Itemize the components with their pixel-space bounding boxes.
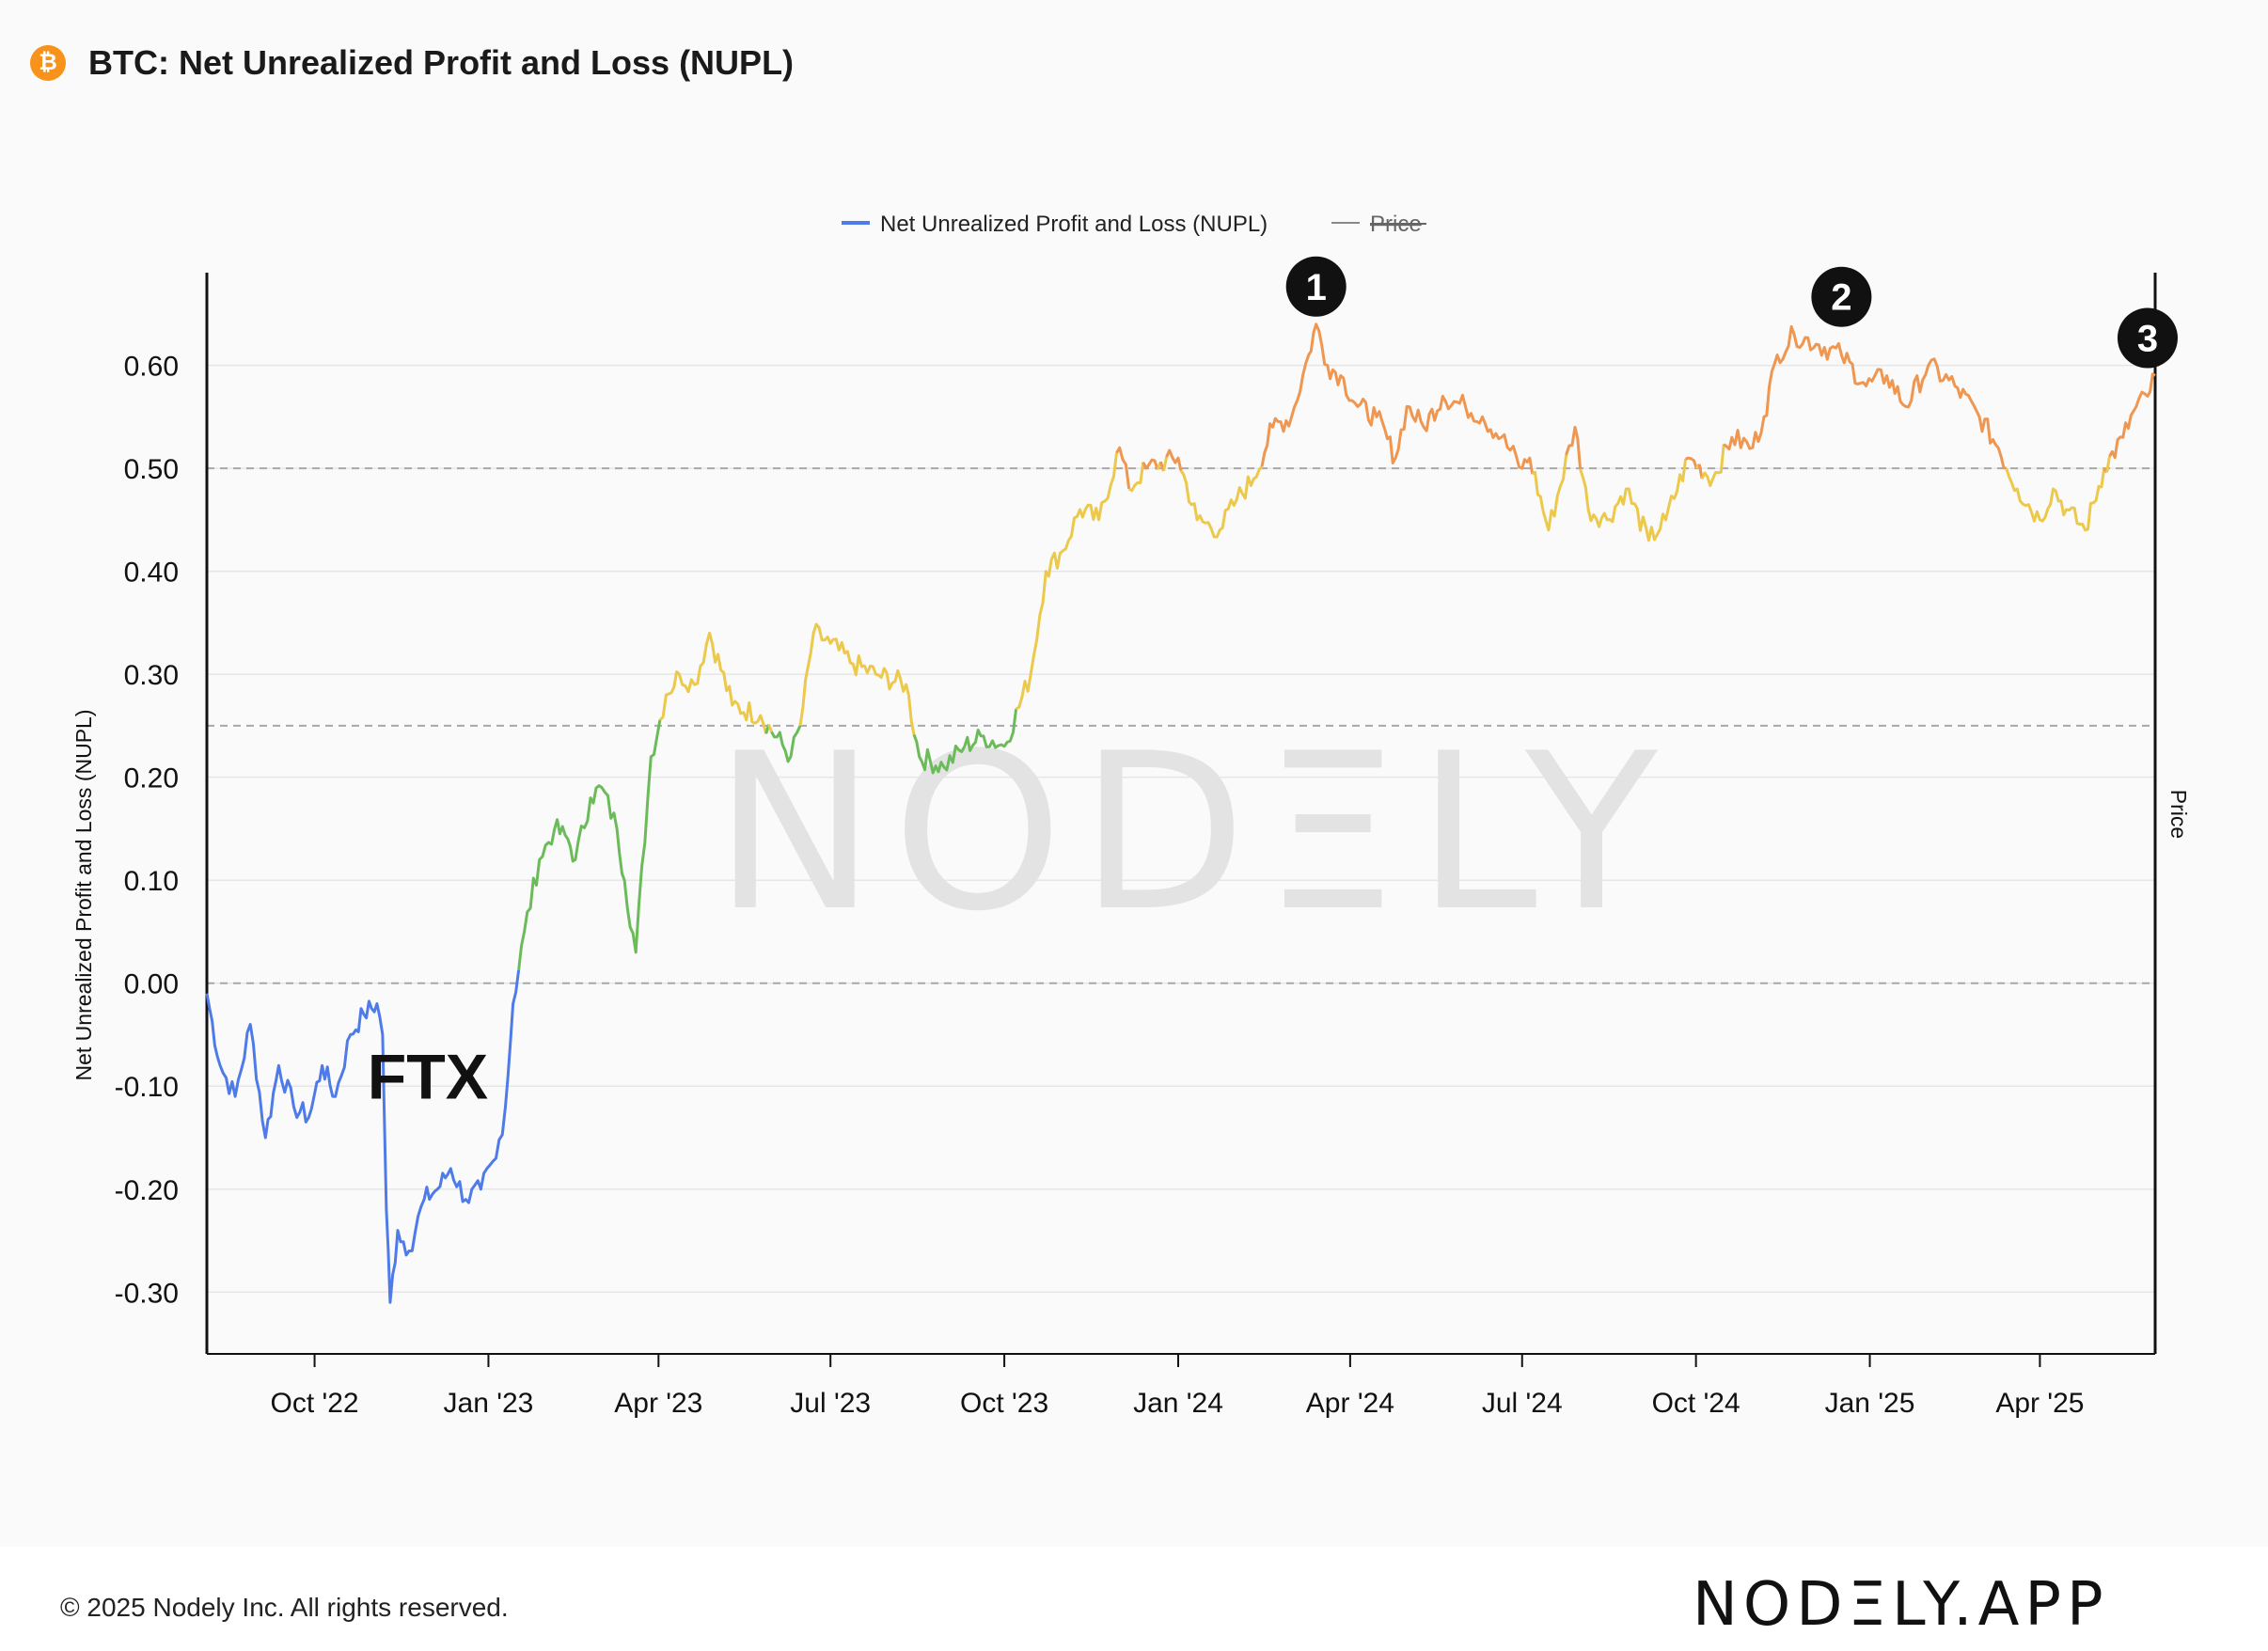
nupl-series-line: [1260, 322, 1535, 475]
y2-axis-label: Price: [2166, 790, 2191, 839]
nupl-series-line: [1162, 456, 1169, 472]
legend-item-nupl[interactable]: Net Unrealized Profit and Loss (NUPL): [880, 212, 1268, 237]
x-tick-label: Oct '22: [270, 1388, 358, 1419]
nupl-series-line: [1142, 458, 1159, 470]
x-tick-label: Jan '24: [1133, 1388, 1223, 1419]
bitcoin-icon: ₿: [30, 45, 66, 81]
x-tick-label: Oct '24: [1652, 1388, 1740, 1419]
ftx-annotation: FTX: [368, 1041, 488, 1112]
annotation-label: 3: [2137, 319, 2158, 360]
x-tick-label: Jan '25: [1825, 1388, 1915, 1419]
nupl-series-line: [2108, 372, 2156, 460]
x-tick-label: Apr '24: [1306, 1388, 1394, 1419]
y-tick-label: 0.30: [124, 660, 179, 691]
y-axis-label: Net Unrealized Profit and Loss (NUPL): [71, 710, 96, 1081]
y-tick-label: 0.50: [124, 454, 179, 485]
nupl-series-line: [1179, 465, 1264, 539]
nupl-series-line: [1127, 462, 1145, 493]
nupl-series: [205, 322, 2156, 1304]
chart-header: ₿ BTC: Net Unrealized Profit and Loss (N…: [30, 43, 794, 83]
annotation-marker: [1811, 266, 1872, 327]
x-tick-label: Jul '24: [1482, 1388, 1563, 1419]
nupl-series-line: [1165, 448, 1183, 471]
axes: -0.30 -0.20 -0.10 0.00 0.10 0.20 0.30 0.40 0.50 0…: [115, 273, 2157, 1419]
x-tick-label: Apr '23: [614, 1388, 702, 1419]
annotations: 1 2 3 FTX: [368, 256, 2178, 1112]
y-tick-label: -0.10: [115, 1072, 179, 1103]
y-tick-label: -0.20: [115, 1175, 179, 1206]
y-tick-label: 0.10: [124, 866, 179, 897]
nupl-series-line: [770, 725, 802, 763]
annotation-label: 2: [1831, 277, 1851, 319]
nupl-series-line: [798, 622, 916, 735]
y-tick-label: 0.60: [124, 352, 179, 383]
nupl-series-line: [912, 708, 1018, 775]
x-tick-label: Jan '23: [444, 1388, 534, 1419]
x-tick-label: Apr '25: [1995, 1388, 2084, 1419]
nupl-series-line: [767, 723, 773, 732]
page-title: BTC: Net Unrealized Profit and Loss (NUP…: [88, 43, 795, 82]
annotation-label: 1: [1306, 267, 1327, 308]
y-tick-label: 0.00: [124, 969, 179, 1000]
nupl-chart: NODΞLY -0.30 -0.20 -0.10 0.00 0.10 0.20 0.30 0.…: [71, 212, 2191, 1419]
nupl-series-line: [1685, 456, 1698, 469]
nupl-series-line: [1579, 459, 1688, 542]
annotation-marker: [2117, 307, 2178, 369]
nupl-series-line: [1015, 452, 1118, 711]
y-tick-label: 0.20: [124, 763, 179, 794]
nupl-series-line: [517, 719, 662, 971]
nupl-series-line: [1115, 446, 1131, 490]
nupl-series-line: [1565, 425, 1583, 470]
x-tick-label: Jul '23: [790, 1388, 871, 1419]
watermark: NODΞLY: [714, 708, 1675, 959]
legend: Net Unrealized Profit and Loss (NUPL) Pri…: [842, 212, 1426, 237]
footer-brand-logo: NODΞLY.APP: [1693, 1570, 2109, 1640]
nupl-series-line: [1697, 464, 1704, 480]
nupl-series-line: [2105, 456, 2111, 473]
chart-card: ₿ BTC: Net Unrealized Profit and Loss (N…: [30, 43, 2191, 1419]
nupl-series-line: [205, 969, 521, 1304]
x-tick-label: Oct '23: [960, 1388, 1048, 1419]
footer-copyright: © 2025 Nodely Inc. All rights reserved.: [60, 1593, 509, 1622]
y-tick-label: 0.40: [124, 558, 179, 589]
nupl-series-line: [1700, 444, 1725, 487]
nupl-series-line: [658, 631, 768, 734]
annotation-marker: [1285, 256, 1347, 317]
y-tick-label: -0.30: [115, 1278, 179, 1309]
nupl-series-line: [1723, 324, 2008, 470]
nupl-series-line: [2005, 467, 2106, 532]
nupl-series-line: [1531, 454, 1568, 532]
